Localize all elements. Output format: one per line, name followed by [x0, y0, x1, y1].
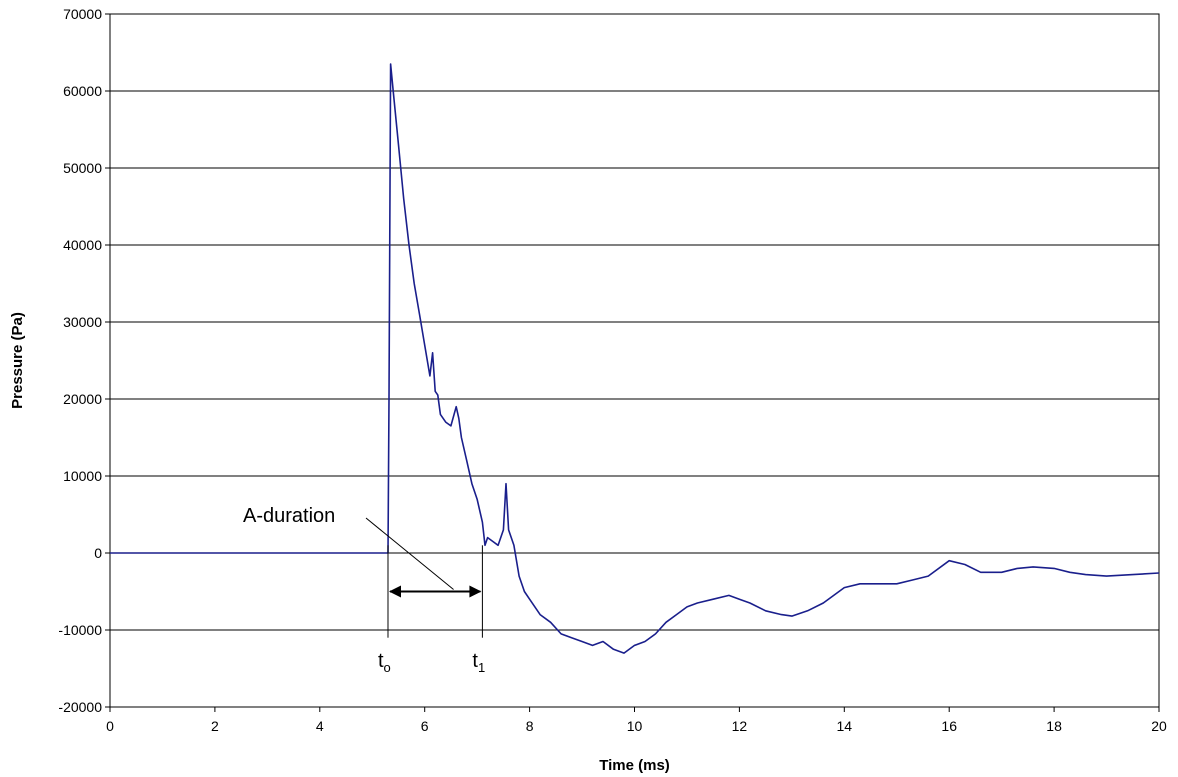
- duration-arrowhead-left: [388, 585, 401, 598]
- x-axis-ticks: 0 2 4 6 8 10 12 14 16 18 20: [106, 707, 1167, 734]
- y-tick-label-6: 40000: [63, 237, 102, 253]
- x-tick-label-1: 2: [211, 718, 219, 734]
- x-tick-label-6: 12: [732, 718, 748, 734]
- x-tick-label-2: 4: [316, 718, 324, 734]
- y-tick-label-2: 0: [94, 545, 102, 561]
- x-axis-label: Time (ms): [599, 757, 670, 774]
- y-tick-label-3: 10000: [63, 468, 102, 484]
- y-tick-label-4: 20000: [63, 391, 102, 407]
- x-tick-label-5: 10: [627, 718, 643, 734]
- annotations-group: A-duration to t1: [243, 505, 485, 675]
- plot-area-frame: [109, 13, 1160, 708]
- y-tick-label-9: 70000: [63, 6, 102, 22]
- gridlines: [110, 90, 1159, 631]
- x-tick-label-10: 20: [1151, 718, 1167, 734]
- t-marker-label-0: to: [378, 650, 391, 675]
- y-tick-label-0: -20000: [58, 699, 102, 715]
- y-tick-label-7: 50000: [63, 160, 102, 176]
- x-tick-label-7: 14: [837, 718, 853, 734]
- x-tick-label-8: 16: [941, 718, 957, 734]
- a-duration-leader-line: [365, 517, 454, 590]
- y-tick-label-1: -10000: [58, 622, 102, 638]
- y-tick-label-8: 60000: [63, 83, 102, 99]
- duration-arrowhead-right: [469, 585, 482, 598]
- y-tick-label-5: 30000: [63, 314, 102, 330]
- series-group: [110, 63, 1160, 654]
- x-tick-label-0: 0: [106, 718, 114, 734]
- y-axis-label: Pressure (Pa): [9, 312, 26, 409]
- a-duration-label: A-duration: [243, 505, 335, 527]
- x-tick-label-9: 18: [1046, 718, 1062, 734]
- series-line-0: [110, 63, 1160, 654]
- y-axis-ticks: -20000 -10000 0 10000 20000 30000 40000 50000 60…: [58, 6, 110, 715]
- x-tick-label-4: 8: [526, 718, 534, 734]
- t-marker-label-1: t1: [472, 650, 485, 675]
- x-tick-label-3: 6: [421, 718, 429, 734]
